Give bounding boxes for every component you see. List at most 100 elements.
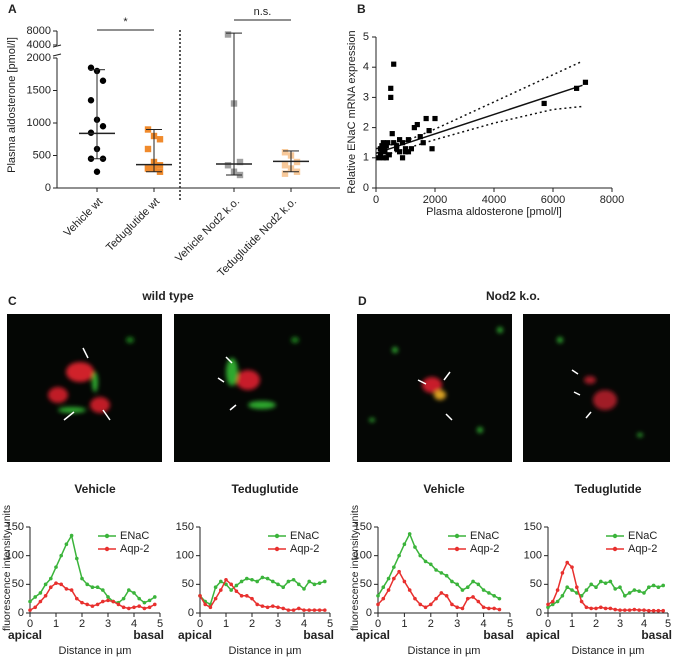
data-point xyxy=(570,588,574,592)
data-point xyxy=(426,128,432,134)
data-point xyxy=(460,588,465,592)
data-point xyxy=(429,602,433,607)
data-point xyxy=(497,596,502,601)
data-point xyxy=(379,149,385,155)
data-point xyxy=(85,602,89,607)
data-point xyxy=(147,605,152,610)
legend-label: ENaC xyxy=(470,530,499,542)
legend-label: ENaC xyxy=(628,530,657,542)
data-point xyxy=(555,599,560,604)
data-point xyxy=(632,607,637,612)
data-point xyxy=(142,600,147,605)
y-tick-label: 1500 xyxy=(27,84,51,96)
y-tick-label: 0 xyxy=(366,607,372,619)
y-tick-label: 2 xyxy=(363,122,369,134)
data-line xyxy=(547,580,664,608)
arrow xyxy=(417,371,453,421)
data-point xyxy=(471,595,475,599)
data-point xyxy=(402,146,409,152)
y-tick-label: 150 xyxy=(354,521,372,533)
data-point xyxy=(613,607,617,612)
x-tick-label: Teduglutide wt xyxy=(104,196,162,254)
data-point xyxy=(476,582,481,587)
data-point xyxy=(651,583,656,588)
data-point xyxy=(121,605,126,610)
data-point xyxy=(408,146,414,152)
data-point xyxy=(389,131,395,137)
data-point xyxy=(312,608,317,612)
confidence-band xyxy=(375,60,583,150)
data-point xyxy=(429,146,435,152)
chart-title: Teduglutide xyxy=(574,482,641,496)
data-point xyxy=(388,94,394,100)
data-point xyxy=(153,595,157,599)
legend-label: Aqp-2 xyxy=(470,543,499,555)
legend-label: Aqp-2 xyxy=(628,543,657,555)
data-point xyxy=(229,588,233,592)
data-point xyxy=(661,583,665,588)
data-point xyxy=(224,577,228,582)
data-point xyxy=(137,604,141,608)
arrow xyxy=(217,356,237,411)
data-point xyxy=(618,585,622,589)
data-point xyxy=(144,165,152,172)
x-tick-label: 0 xyxy=(375,618,381,630)
x-tick-label: 3 xyxy=(454,618,460,630)
panel-letter: D xyxy=(358,294,367,308)
data-point xyxy=(276,582,280,587)
legend-marker xyxy=(274,533,280,539)
data-point xyxy=(376,602,380,607)
data-point xyxy=(565,585,569,589)
data-point xyxy=(608,606,613,611)
x-tick-label: 2000 xyxy=(423,194,447,206)
data-point xyxy=(423,115,429,122)
y-tick-label: 150 xyxy=(524,521,542,533)
data-point xyxy=(391,61,397,67)
section-title: Nod2 k.o. xyxy=(486,289,540,303)
data-point xyxy=(49,585,53,589)
data-point xyxy=(69,533,74,538)
y-tick-label: 8000 xyxy=(27,25,51,37)
data-point xyxy=(471,579,475,584)
data-point xyxy=(584,588,589,592)
data-point xyxy=(455,605,460,610)
data-point xyxy=(402,149,409,155)
data-point xyxy=(455,582,460,587)
x-tick-label: 0 xyxy=(545,618,551,630)
data-point xyxy=(599,605,603,610)
data-point xyxy=(599,579,603,584)
data-point xyxy=(69,588,74,592)
data-point xyxy=(90,585,95,589)
legend-marker xyxy=(104,546,110,552)
data-point xyxy=(64,587,69,591)
y-axis-label: fluorescence intensity units xyxy=(349,505,361,631)
data-point xyxy=(281,170,289,177)
data-point xyxy=(647,608,651,613)
data-point xyxy=(623,608,627,612)
x-end-label: apical xyxy=(178,628,212,642)
micrograph-wt-teduglutide xyxy=(174,314,330,462)
data-point xyxy=(450,579,454,584)
data-point xyxy=(95,602,100,607)
data-point xyxy=(75,596,79,601)
data-point xyxy=(397,137,403,143)
data-point xyxy=(64,542,69,546)
y-tick-label: 150 xyxy=(6,521,24,533)
data-point xyxy=(386,576,391,581)
data-point xyxy=(33,605,37,610)
x-axis-label: Distance in µm xyxy=(59,645,132,657)
x-axis-label: Distance in µm xyxy=(408,645,481,657)
data-point xyxy=(465,596,470,601)
data-point xyxy=(627,608,632,612)
data-point xyxy=(392,565,396,569)
y-tick-label: 0 xyxy=(188,607,194,619)
data-point xyxy=(99,123,107,130)
data-point xyxy=(579,599,584,604)
y-tick-label: 50 xyxy=(530,578,542,590)
data-point xyxy=(127,588,131,592)
data-point xyxy=(439,571,444,575)
y-tick-label: 5 xyxy=(363,31,369,43)
data-point xyxy=(132,591,136,595)
data-point xyxy=(584,605,589,610)
